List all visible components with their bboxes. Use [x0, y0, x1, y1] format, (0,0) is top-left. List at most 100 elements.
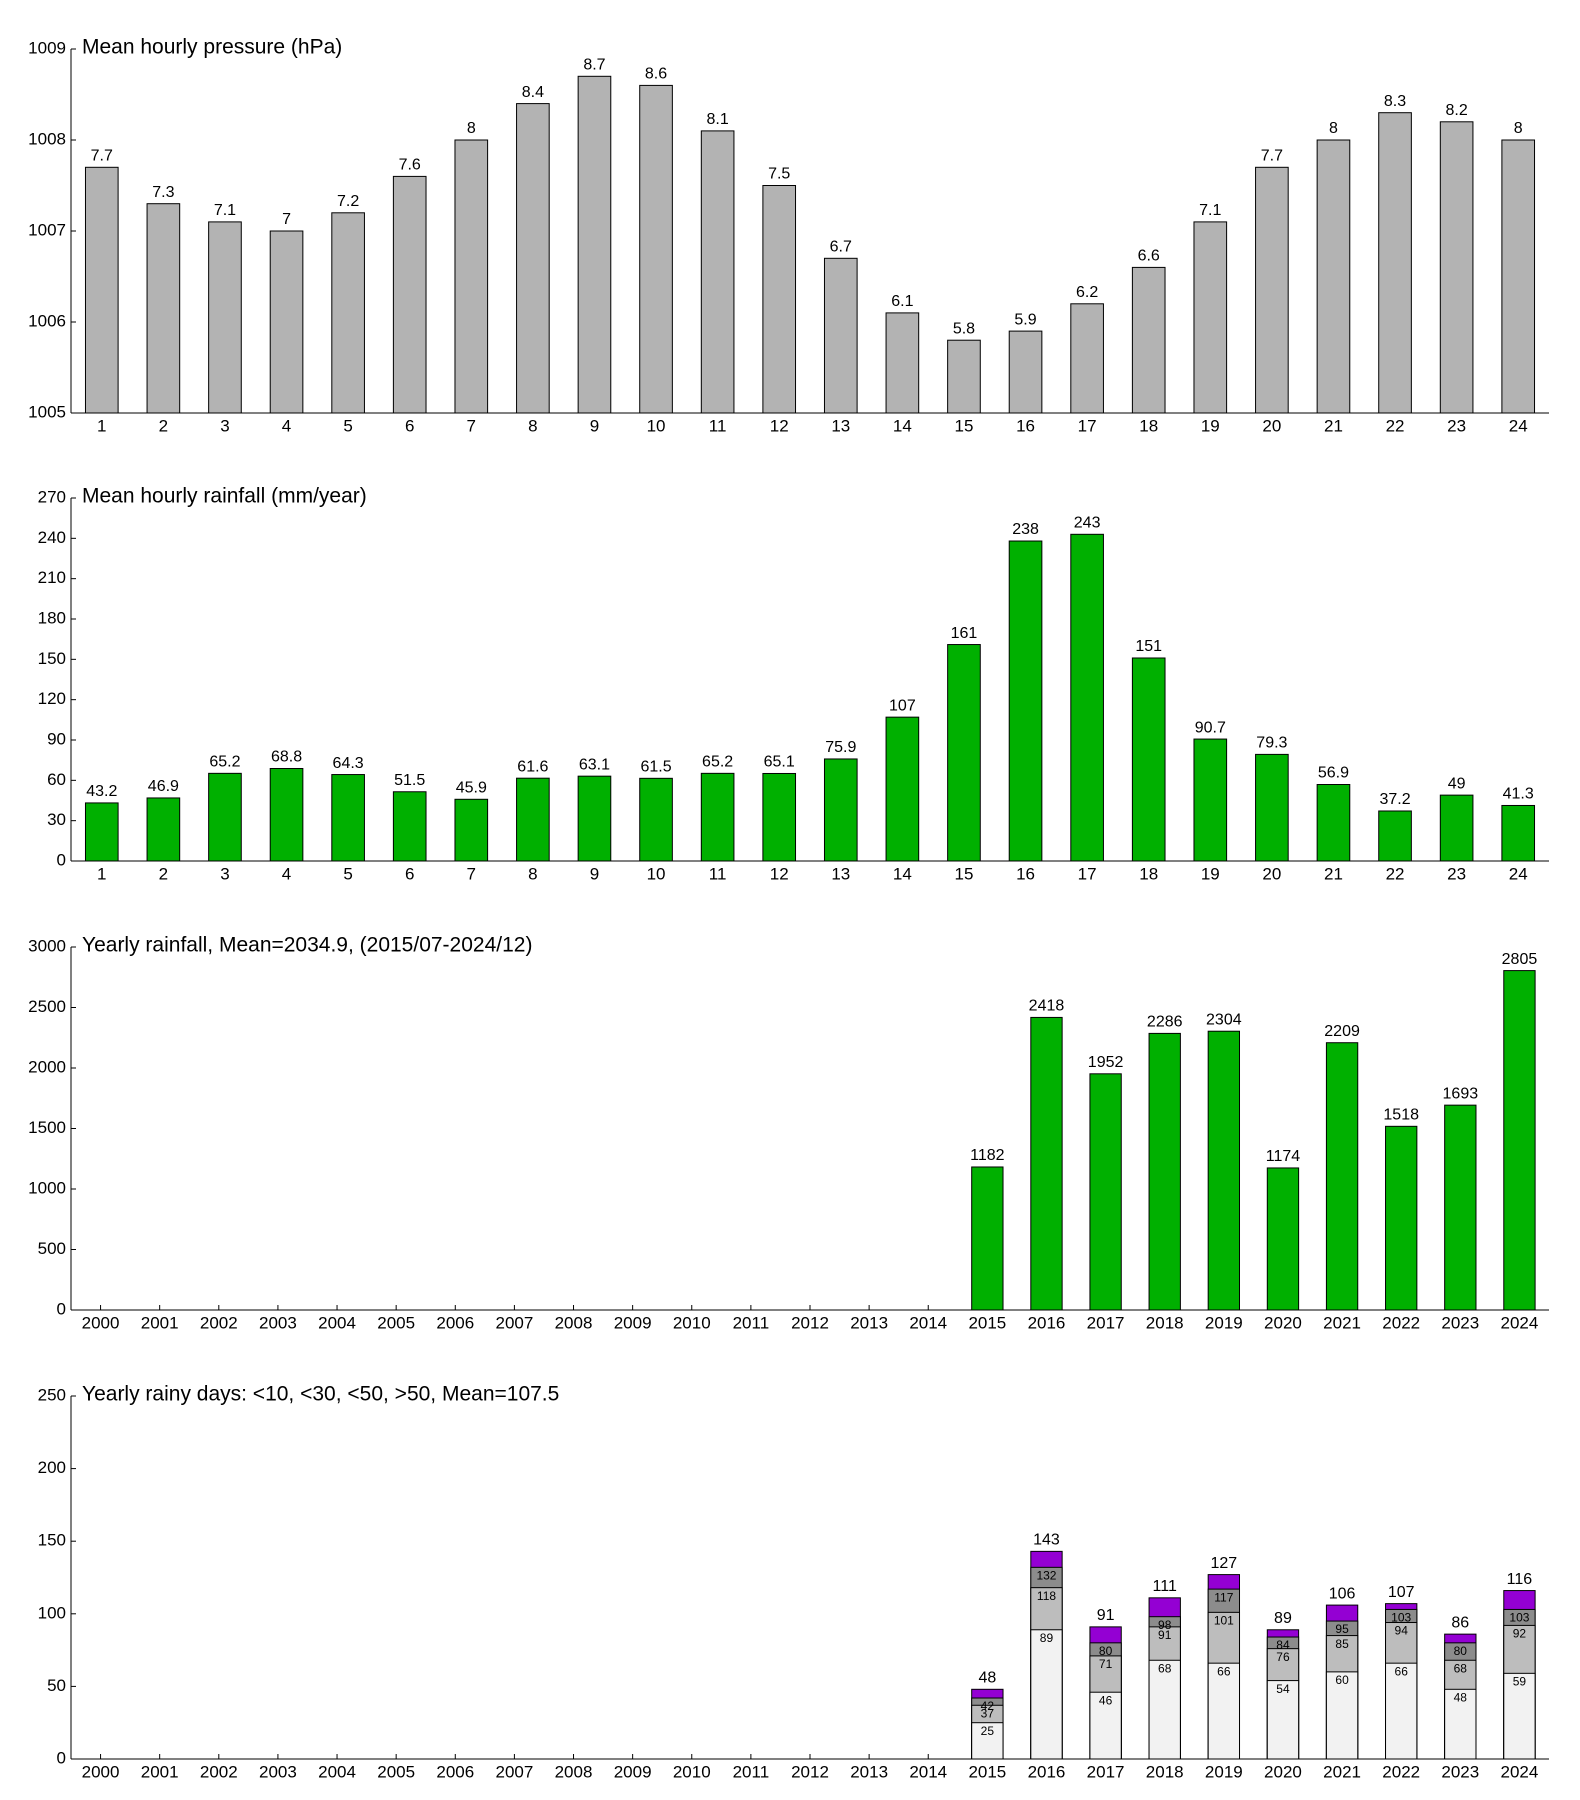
- y-tick-label: 1009: [28, 38, 66, 57]
- bar: [146, 797, 181, 862]
- value-label: 7.7: [91, 148, 113, 165]
- x-tick-label: 2006: [436, 1313, 474, 1332]
- x-tick-label: 1: [97, 416, 106, 435]
- bar: [1207, 1030, 1241, 1311]
- value-label: 8.4: [522, 84, 544, 101]
- x-tick-label: 2015: [968, 1313, 1006, 1332]
- bar: [885, 312, 920, 414]
- bar: [1316, 784, 1351, 862]
- chart-title: Mean hourly pressure (hPa): [82, 36, 342, 59]
- x-tick-label: 21: [1324, 416, 1343, 435]
- value-label: 6.7: [830, 239, 852, 256]
- value-label: 63.1: [579, 756, 610, 773]
- segment-label: 132: [1036, 1569, 1056, 1583]
- x-tick-label: 9: [590, 416, 599, 435]
- x-tick-label: 2017: [1087, 1313, 1125, 1332]
- x-tick-label: 24: [1509, 416, 1528, 435]
- x-tick-label: 11: [709, 416, 727, 435]
- segment-label: 71: [1099, 1657, 1113, 1671]
- segment-label: 54: [1276, 1682, 1290, 1696]
- bar: [1501, 139, 1536, 414]
- x-tick-label: 22: [1386, 416, 1405, 435]
- x-tick-label: 2024: [1501, 1762, 1539, 1781]
- y-tick-label: 150: [38, 1531, 66, 1550]
- x-tick-label: 2011: [733, 1762, 770, 1781]
- x-tick-label: 13: [831, 864, 850, 883]
- bar: [700, 130, 735, 414]
- y-tick-label: 1000: [28, 1178, 66, 1197]
- value-label: 107: [1388, 1584, 1415, 1601]
- x-tick-label: 7: [467, 864, 476, 883]
- y-tick-label: 30: [47, 810, 66, 829]
- bar-segment: [1266, 1680, 1300, 1760]
- x-tick-label: 2012: [791, 1313, 829, 1332]
- bar: [84, 166, 119, 414]
- x-tick-label: 2008: [555, 1313, 593, 1332]
- value-label: 238: [1012, 521, 1039, 538]
- bar: [516, 103, 550, 414]
- y-tick-label: 500: [38, 1239, 66, 1258]
- x-tick-label: 6: [405, 864, 414, 883]
- value-label: 1952: [1088, 1054, 1124, 1071]
- segment-label: 103: [1391, 1611, 1411, 1625]
- bar: [1439, 121, 1474, 414]
- value-label: 46.9: [148, 778, 179, 795]
- x-tick-label: 12: [770, 416, 789, 435]
- x-tick-label: 21: [1324, 864, 1343, 883]
- x-tick-label: 2014: [909, 1762, 947, 1781]
- segment-label: 25: [981, 1724, 995, 1738]
- x-tick-label: 16: [1016, 864, 1035, 883]
- value-label: 68.8: [271, 749, 302, 766]
- x-tick-label: 2022: [1382, 1762, 1420, 1781]
- value-label: 48: [978, 1670, 996, 1687]
- x-tick-label: 1: [97, 864, 106, 883]
- value-label: 65.2: [702, 754, 733, 771]
- value-label: 6.2: [1076, 284, 1098, 301]
- x-tick-label: 2004: [318, 1762, 356, 1781]
- x-tick-label: 2020: [1264, 1313, 1302, 1332]
- value-label: 8.1: [707, 111, 729, 128]
- x-tick-label: 2023: [1441, 1313, 1479, 1332]
- segment-label: 117: [1214, 1590, 1233, 1604]
- x-tick-label: 11: [709, 864, 727, 883]
- x-tick-label: 2000: [82, 1313, 120, 1332]
- x-tick-label: 12: [770, 864, 789, 883]
- value-label: 86: [1451, 1614, 1469, 1631]
- x-tick-label: 19: [1201, 416, 1220, 435]
- x-tick-label: 2017: [1087, 1762, 1125, 1781]
- segment-label: 84: [1276, 1638, 1290, 1652]
- bar: [331, 774, 365, 862]
- bar: [1070, 303, 1104, 414]
- bar: [392, 791, 427, 862]
- x-tick-label: 23: [1447, 864, 1466, 883]
- value-label: 89: [1274, 1610, 1292, 1627]
- bar: [1378, 810, 1412, 862]
- x-tick-label: 2018: [1146, 1313, 1184, 1332]
- x-tick-label: 2000: [82, 1762, 120, 1781]
- x-tick-label: 4: [282, 864, 291, 883]
- y-tick-label: 50: [47, 1676, 66, 1695]
- value-label: 79.3: [1256, 735, 1287, 752]
- x-tick-label: 15: [954, 864, 973, 883]
- x-tick-label: 23: [1447, 416, 1466, 435]
- chart-title: Yearly rainy days: <10, <30, <50, >50, M…: [82, 1383, 559, 1406]
- y-tick-label: 210: [38, 568, 66, 587]
- x-tick-label: 13: [831, 416, 850, 435]
- x-tick-label: 2019: [1205, 1313, 1243, 1332]
- y-tick-label: 100: [38, 1603, 66, 1622]
- x-tick-label: 2001: [141, 1762, 179, 1781]
- bar: [1131, 266, 1166, 414]
- x-tick-label: 2015: [968, 1762, 1006, 1781]
- bar: [208, 221, 242, 414]
- y-tick-label: 1005: [28, 402, 66, 421]
- x-tick-label: 20: [1262, 864, 1281, 883]
- value-label: 45.9: [456, 780, 487, 797]
- x-tick-label: 2010: [673, 1313, 711, 1332]
- bar: [454, 798, 489, 862]
- bar: [146, 203, 181, 414]
- y-tick-label: 180: [38, 608, 66, 627]
- x-tick-label: 2016: [1028, 1313, 1066, 1332]
- x-tick-label: 2002: [200, 1313, 238, 1332]
- bar: [639, 777, 673, 862]
- value-label: 2286: [1147, 1014, 1183, 1031]
